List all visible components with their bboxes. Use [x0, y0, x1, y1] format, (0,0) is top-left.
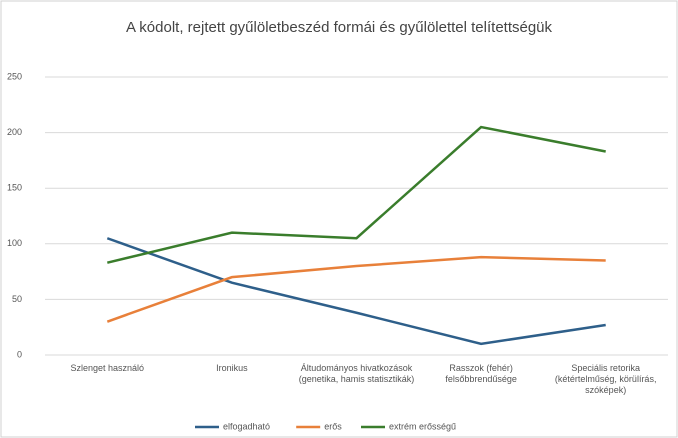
y-tick-label: 0	[17, 349, 22, 359]
line-series	[106, 237, 606, 346]
x-tick-label: Ironikus	[216, 363, 248, 373]
legend-label: extrém erősségű	[389, 421, 456, 431]
line-series	[106, 255, 606, 323]
line-series	[107, 125, 606, 264]
chart-title: A kódolt, rejtett gyűlöletbeszéd formái …	[126, 19, 553, 36]
y-tick-label: 200	[7, 127, 22, 137]
x-tick-label: Szlenget használó	[70, 363, 145, 373]
x-tick-label: Rasszok (fehér) felsőbbrendűsége	[445, 363, 517, 384]
y-tick-label: 50	[12, 294, 22, 304]
x-tick-label: Speciális retorika (kétértelműség, körül…	[554, 363, 657, 395]
y-tick-label: 250	[7, 71, 22, 81]
legend-label: erős	[324, 421, 342, 431]
legend-label: elfogadható	[223, 421, 270, 431]
y-tick-label: 150	[7, 183, 22, 193]
x-tick-label: Áltudományos hivatkozások (genetika, ham…	[298, 363, 415, 384]
y-tick-label: 100	[7, 238, 22, 248]
